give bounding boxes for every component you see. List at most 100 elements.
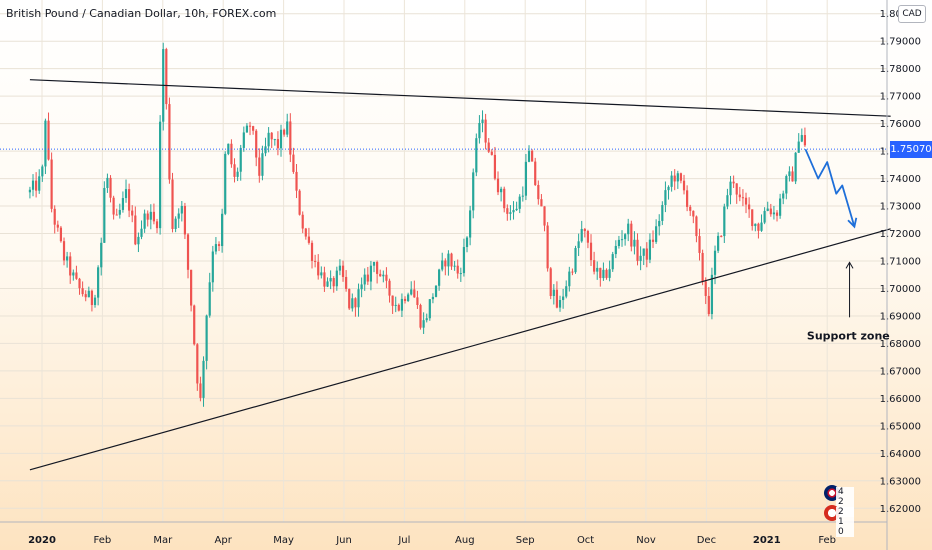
candle-body — [627, 223, 630, 235]
candle-body — [695, 216, 698, 237]
x-tick-label: Oct — [577, 535, 594, 546]
candle-body — [738, 194, 741, 198]
candle-body — [779, 198, 782, 216]
y-tick-label: 1.66000 — [880, 394, 921, 405]
candle-body — [531, 150, 534, 162]
candle-body — [527, 150, 531, 162]
y-tick-label: 1.68000 — [880, 339, 921, 350]
candle-body — [115, 214, 118, 216]
candle-body — [159, 121, 162, 229]
candle-body — [788, 171, 791, 177]
candle-body — [81, 288, 84, 295]
candle-body — [307, 236, 311, 243]
candle-body — [38, 176, 41, 191]
forecast-path[interactable] — [804, 148, 856, 227]
candle-body — [264, 146, 267, 154]
candle-body — [682, 180, 686, 191]
candle-body — [255, 130, 258, 158]
candle-body — [301, 214, 304, 229]
support-zone-label: Support zone — [807, 329, 890, 342]
candle-body — [478, 122, 481, 139]
x-tick-label: Apr — [215, 535, 233, 546]
cad-flag-icon[interactable]: 2 1 0 — [824, 505, 854, 537]
candle-body — [397, 304, 400, 311]
candle-body — [524, 161, 528, 196]
candle-body — [230, 143, 233, 165]
candle-body — [109, 177, 112, 198]
candle-body — [93, 297, 97, 306]
candle-body — [757, 223, 760, 231]
candle-body — [509, 212, 512, 214]
candle-body — [462, 247, 466, 274]
candle-body — [475, 138, 478, 173]
candle-body — [211, 251, 214, 283]
trendline-layer[interactable] — [0, 79, 891, 471]
candle-body — [304, 228, 307, 237]
candle-body — [540, 199, 543, 207]
support-line[interactable] — [29, 228, 891, 471]
candle-body — [469, 210, 472, 238]
candle-body — [744, 197, 748, 205]
candle-body — [270, 132, 273, 140]
candle-body — [202, 360, 205, 398]
y-tick-label: 1.77000 — [880, 92, 921, 103]
x-tick-label: Feb — [94, 535, 112, 546]
candle-body — [698, 236, 701, 253]
resistance-line[interactable] — [29, 79, 891, 117]
candle-body — [534, 161, 537, 185]
candle-body — [332, 278, 335, 287]
candle-body — [565, 286, 568, 297]
x-tick-label: Jul — [397, 535, 410, 546]
event-flags[interactable]: 4 2 2 2 1 0 — [824, 485, 854, 537]
candle-body — [69, 256, 72, 276]
candle-body — [748, 204, 751, 210]
candle-body — [292, 154, 295, 172]
candle-body — [444, 260, 447, 267]
candle-body — [168, 104, 171, 180]
candle-body — [75, 272, 78, 279]
candle-body — [50, 159, 53, 209]
candle-body — [174, 218, 177, 229]
candle-body — [44, 120, 47, 167]
candle-body — [515, 208, 518, 211]
candle-body — [186, 234, 190, 270]
candle-body — [617, 239, 621, 246]
candle-body — [717, 235, 720, 251]
candle-body — [425, 318, 428, 321]
candle-body — [391, 295, 394, 306]
candle-body — [562, 296, 565, 301]
candle-body — [314, 260, 317, 262]
candle-body — [236, 171, 239, 177]
candle-body — [692, 210, 695, 217]
candle-body — [782, 193, 785, 199]
candle-body — [741, 197, 745, 199]
candle-body — [357, 289, 360, 308]
candle-body — [720, 235, 723, 237]
candle-body — [732, 181, 735, 184]
candle-body — [596, 267, 599, 272]
candle-body — [190, 269, 193, 306]
candle-body — [112, 197, 115, 215]
candle-body — [143, 213, 146, 229]
candle-body — [568, 271, 571, 287]
candle-body — [289, 121, 292, 155]
candle-body — [279, 129, 283, 149]
candle-body — [273, 139, 276, 141]
candle-body — [438, 269, 441, 286]
candle-body — [62, 241, 66, 261]
gbp-flag-icon[interactable]: 4 2 2 — [824, 485, 854, 517]
y-tick-label: 1.73000 — [880, 202, 921, 213]
candle-body — [472, 172, 475, 211]
y-tick-label: 1.63000 — [880, 476, 921, 487]
candle-body — [394, 304, 397, 306]
candle-body — [248, 125, 252, 127]
y-tick-label: 1.71000 — [880, 257, 921, 268]
candle-body — [661, 205, 664, 221]
support-zone-arrowhead — [845, 261, 854, 269]
currency-badge[interactable]: CAD — [898, 5, 926, 23]
candle-body — [673, 175, 676, 182]
candle-body — [670, 175, 673, 187]
candle-body — [500, 188, 503, 193]
candle-body — [388, 280, 391, 296]
